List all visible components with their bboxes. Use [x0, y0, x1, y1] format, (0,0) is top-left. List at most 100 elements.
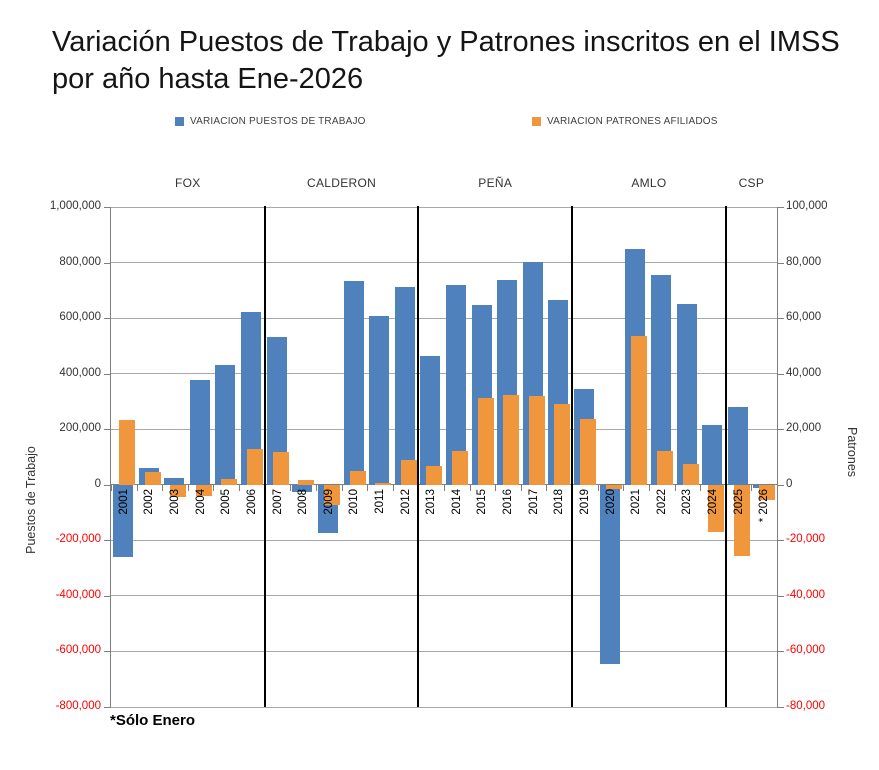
category-axis-tick [213, 484, 215, 491]
category-label-2013: 2013 [425, 488, 438, 515]
bar-puestos-2004 [189, 379, 210, 485]
left-axis-tick [104, 373, 111, 375]
category-axis-tick [777, 484, 778, 491]
left-axis-tick-label: -600,000 [55, 644, 101, 657]
right-axis-tick [777, 373, 784, 375]
left-axis-tick-label: 1,000,000 [49, 200, 101, 212]
right-axis-tick-label: 80,000 [786, 255, 822, 268]
period-label-fox: FOX [175, 176, 201, 190]
category-label-2025: 2025 [732, 488, 745, 515]
bar-patrones-2023 [682, 463, 699, 485]
bar-puestos-2023 [676, 304, 697, 485]
bar-puestos-2013 [420, 355, 441, 485]
left-axis-tick-label: 200,000 [59, 422, 101, 435]
bar-patrones-2017 [528, 395, 545, 485]
right-axis-line [777, 207, 778, 707]
category-axis-tick [341, 484, 343, 491]
bar-patrones-2015 [477, 398, 494, 485]
legend-label-puestos: VARIACION PUESTOS DE TRABAJO [190, 115, 366, 127]
right-axis-tick [777, 262, 784, 264]
right-axis-tick [777, 707, 784, 708]
bar-puestos-2008 [292, 484, 313, 492]
category-axis-tick [546, 484, 548, 491]
left-axis-tick [104, 429, 111, 431]
category-axis-tick [290, 484, 292, 491]
chart-title: Variación Puestos de Trabajo y Patrones … [52, 26, 840, 95]
period-label-calderon: CALDERON [306, 176, 377, 190]
left-axis-tick-label: 0 [94, 477, 101, 490]
left-axis-tick-label: -400,000 [55, 588, 101, 601]
bar-puestos-2022 [650, 275, 671, 485]
bar-puestos-2010 [343, 281, 364, 485]
category-axis-tick [751, 484, 753, 491]
left-axis-tick [104, 318, 111, 320]
category-label-2011: 2011 [373, 488, 386, 514]
category-label-2017: 2017 [527, 488, 540, 515]
left-axis-tick [104, 207, 111, 208]
bar-patrones-2026 [759, 484, 776, 501]
category-label-2021: 2021 [630, 488, 643, 515]
bar-patrones-2004 [195, 484, 212, 496]
left-axis-tick-label: -800,000 [55, 700, 101, 712]
plot-area [111, 206, 777, 708]
period-label-amlo: AMLO [631, 176, 667, 190]
right-axis-tick-label: -80,000 [786, 700, 826, 712]
right-axis-tick-label: 60,000 [786, 311, 822, 324]
category-axis-tick [648, 484, 650, 491]
legend-item-puestos: VARIACION PUESTOS DE TRABAJO [175, 114, 366, 128]
bar-patrones-2010 [349, 470, 366, 485]
category-label-2007: 2007 [271, 488, 284, 515]
category-label-2026: * 2026 [758, 488, 771, 523]
category-label-2006: 2006 [245, 488, 258, 515]
legend-swatch-puestos-icon [175, 116, 184, 126]
bar-puestos-2014 [446, 284, 466, 485]
right-axis-tick [777, 318, 784, 320]
category-label-2012: 2012 [399, 488, 412, 515]
bar-puestos-2025 [727, 407, 748, 485]
category-label-2003: 2003 [169, 488, 182, 515]
legend-swatch-patrones-icon [532, 116, 541, 126]
right-axis-tick [777, 540, 784, 542]
bar-puestos-2020 [599, 484, 620, 664]
bar-patrones-2006 [247, 449, 264, 485]
gridline [111, 650, 777, 652]
category-label-2005: 2005 [220, 488, 233, 515]
right-axis-tick-label: 40,000 [786, 366, 822, 379]
gridline [111, 317, 777, 319]
gridline [111, 706, 777, 708]
bar-patrones-2025 [733, 484, 750, 556]
left-axis-tick-label: 400,000 [59, 366, 101, 379]
right-axis-tick-label: 0 [786, 477, 793, 490]
footnote: *Sólo Enero [110, 712, 196, 729]
left-axis-tick-label: 800,000 [59, 255, 101, 268]
right-axis-tick-label: -40,000 [786, 588, 826, 601]
left-axis-tick-label: 600,000 [59, 311, 101, 324]
bar-patrones-2005 [221, 479, 238, 485]
right-axis-tick [777, 207, 784, 208]
category-axis-tick [111, 484, 112, 491]
bar-patrones-2022 [656, 451, 673, 485]
category-label-2010: 2010 [348, 488, 361, 515]
category-axis-tick [597, 484, 599, 491]
legend-item-patrones: VARIACION PATRONES AFILIADOS [532, 114, 718, 128]
right-axis-tick [777, 651, 784, 653]
period-divider-line [417, 206, 420, 707]
left-axis-tick [104, 651, 111, 653]
left-axis-tick-label: -200,000 [55, 533, 101, 546]
period-label-peña: PEÑA [478, 176, 513, 190]
bar-patrones-2013 [426, 466, 443, 485]
bar-patrones-2020 [605, 484, 622, 489]
bar-puestos-2005 [215, 365, 236, 485]
gridline [111, 539, 777, 541]
bar-puestos-2006 [241, 312, 262, 485]
right-axis-tick-label: 100,000 [786, 200, 828, 212]
gridline [111, 595, 777, 597]
left-axis-tick [104, 707, 111, 708]
category-label-2019: 2019 [578, 488, 591, 515]
period-divider-line [263, 206, 266, 707]
bar-patrones-2008 [298, 479, 315, 485]
left-axis-tick [104, 540, 111, 542]
category-axis-tick [367, 484, 369, 491]
category-label-2001: 2001 [117, 488, 130, 515]
gridline [111, 262, 777, 264]
